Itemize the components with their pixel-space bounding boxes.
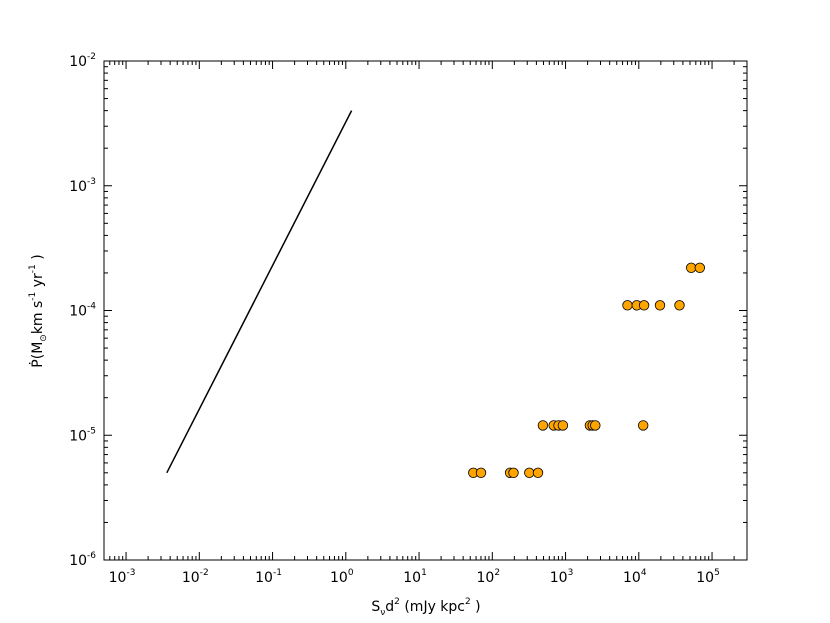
x-tick-label-base: 10	[109, 570, 127, 586]
y-axis-label-end: )	[30, 254, 46, 264]
x-tick-label: 100	[330, 568, 354, 586]
data-point	[590, 420, 601, 431]
x-tick-label-base: 10	[330, 570, 348, 586]
y-tick-label: 10-3	[69, 177, 96, 195]
x-tick-label-exp: 2	[494, 568, 500, 578]
x-tick-label: 101	[403, 568, 427, 586]
data-point	[557, 420, 569, 431]
data-point	[654, 300, 666, 311]
x-tick-label-exp: -1	[273, 568, 282, 578]
x-tick-label-base: 10	[403, 570, 421, 586]
y-tick-label-base: 10	[69, 54, 87, 70]
x-axis-label: Sνd2 (mJy kpc2 )	[371, 597, 480, 618]
plot-frame	[103, 60, 748, 561]
x-tick-label: 102	[477, 568, 501, 586]
y-tick-label-exp: -5	[87, 426, 96, 436]
data-point	[674, 300, 685, 311]
y-axis-label: Ṗ(M⊙km s-1 yr-1 )	[28, 254, 49, 367]
data-point	[638, 420, 649, 431]
x-tick-label-exp: 1	[421, 568, 427, 578]
data-point	[694, 262, 706, 274]
y-axis-label-mid2: yr	[30, 273, 46, 292]
y-axis-label-sub: ⊙	[39, 334, 49, 342]
y-tick-label-base: 10	[69, 179, 87, 195]
data-point	[475, 467, 487, 479]
x-axis-ticks: 10-3 10-2 10-1 100 101 102 103 104 105	[109, 61, 735, 586]
x-tick-label-exp: 4	[641, 568, 647, 578]
y-axis-label-mid: km s	[30, 301, 46, 335]
x-tick-label-base: 10	[255, 570, 273, 586]
y-tick-label-base: 10	[69, 553, 87, 569]
y-tick-label-base: 10	[69, 304, 87, 320]
x-axis-label-sup: 2	[394, 597, 400, 607]
data-point	[508, 467, 519, 479]
data-point	[524, 467, 535, 479]
y-tick-label: 10-4	[69, 302, 96, 320]
y-axis-ticks: 10-610-510-410-310-2	[69, 52, 747, 569]
series-layer	[166, 110, 706, 479]
x-tick-label: 104	[623, 568, 647, 586]
y-tick-label: 10-6	[69, 551, 96, 569]
x-tick-label-base: 10	[477, 570, 495, 586]
x-tick-label: 10-2	[182, 568, 209, 586]
y-tick-label-exp: -2	[87, 52, 96, 62]
x-tick-label-exp: 0	[348, 568, 354, 578]
x-axis-label-base: S	[371, 599, 380, 615]
x-tick-label-base: 10	[623, 570, 641, 586]
y-tick-label-exp: -6	[87, 551, 96, 561]
x-tick-label-exp: -3	[126, 568, 135, 578]
data-point	[532, 467, 544, 479]
x-tick-label: 10-1	[255, 568, 282, 586]
y-axis-label-lead: Ṗ(M	[28, 342, 46, 368]
x-axis-label-sub: ν	[380, 608, 385, 618]
x-tick-label-exp: -2	[200, 568, 209, 578]
x-tick-label-base: 10	[182, 570, 200, 586]
x-tick-label: 105	[696, 568, 720, 586]
y-axis-label-sup2: -1	[28, 264, 38, 273]
data-point	[537, 420, 549, 431]
y-tick-label-exp: -4	[87, 302, 96, 312]
x-axis-label-tail: (mJy kpc	[400, 599, 465, 615]
x-axis-label-mid: d	[385, 599, 394, 615]
x-tick-label: 103	[550, 568, 574, 586]
series-line	[166, 110, 353, 474]
x-tick-label-exp: 5	[714, 568, 720, 578]
data-point	[622, 300, 633, 311]
y-tick-label-exp: -3	[87, 177, 96, 187]
y-tick-label: 10-2	[69, 52, 96, 70]
x-tick-label-base: 10	[550, 570, 568, 586]
data-point	[638, 300, 650, 311]
x-tick-label: 10-3	[109, 568, 136, 586]
y-axis-label-sup1: -1	[28, 292, 38, 301]
x-tick-label-base: 10	[696, 570, 714, 586]
y-tick-label: 10-5	[69, 426, 96, 444]
data-point	[686, 262, 697, 274]
y-tick-label-base: 10	[69, 428, 87, 444]
x-axis-label-sup2: 2	[465, 597, 471, 607]
x-axis-label-end: )	[471, 599, 481, 615]
x-tick-label-exp: 3	[568, 568, 574, 578]
